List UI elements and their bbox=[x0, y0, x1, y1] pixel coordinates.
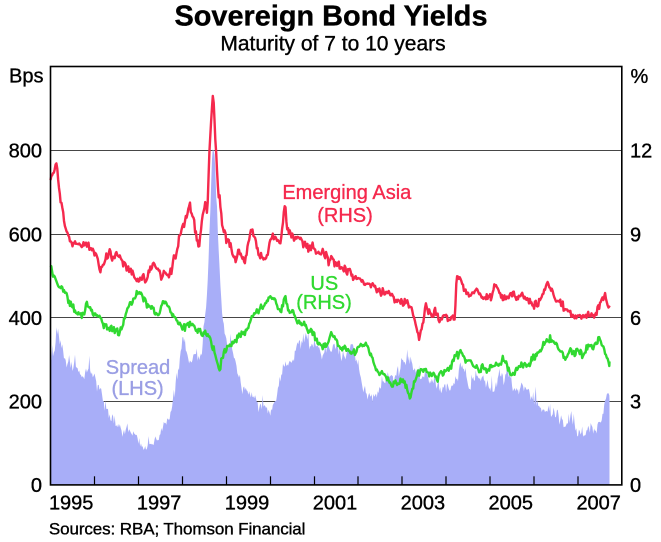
svg-text:2007: 2007 bbox=[576, 493, 621, 515]
svg-text:2001: 2001 bbox=[313, 493, 358, 515]
svg-text:(LHS): (LHS) bbox=[111, 378, 163, 400]
svg-text:200: 200 bbox=[9, 392, 42, 414]
svg-text:9: 9 bbox=[630, 224, 641, 246]
svg-text:2005: 2005 bbox=[489, 493, 534, 515]
svg-text:US: US bbox=[310, 273, 338, 295]
svg-text:2003: 2003 bbox=[401, 493, 446, 515]
svg-text:Sovereign Bond Yields: Sovereign Bond Yields bbox=[174, 1, 487, 33]
svg-text:Sources: RBA; Thomson Financia: Sources: RBA; Thomson Financial bbox=[49, 519, 305, 538]
svg-text:1999: 1999 bbox=[225, 493, 270, 515]
svg-text:1997: 1997 bbox=[137, 493, 182, 515]
svg-text:6: 6 bbox=[630, 308, 641, 330]
svg-text:Bps: Bps bbox=[9, 66, 43, 88]
svg-text:600: 600 bbox=[9, 224, 42, 246]
svg-text:(RHS): (RHS) bbox=[296, 292, 352, 314]
svg-text:800: 800 bbox=[9, 141, 42, 163]
svg-text:(RHS): (RHS) bbox=[317, 205, 373, 227]
svg-text:0: 0 bbox=[630, 475, 641, 497]
svg-text:Spread: Spread bbox=[106, 357, 171, 379]
svg-text:Maturity of 7 to 10 years: Maturity of 7 to 10 years bbox=[220, 32, 445, 55]
svg-text:1995: 1995 bbox=[49, 493, 94, 515]
svg-text:%: % bbox=[631, 66, 649, 88]
svg-text:0: 0 bbox=[31, 475, 42, 497]
svg-text:3: 3 bbox=[630, 392, 641, 414]
svg-text:400: 400 bbox=[9, 308, 42, 330]
svg-text:12: 12 bbox=[630, 141, 652, 163]
svg-text:Emerging Asia: Emerging Asia bbox=[282, 182, 412, 204]
